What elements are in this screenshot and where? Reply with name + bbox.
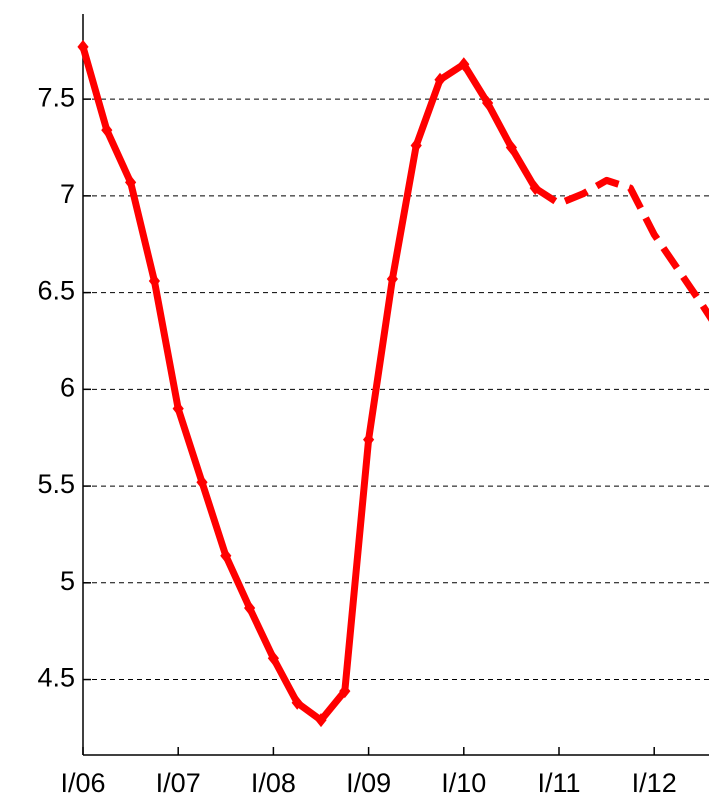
marker [148,273,160,288]
marker [410,138,422,153]
y-tick-label: 6.5 [37,276,75,306]
line [533,176,709,322]
marker [434,72,446,87]
marker [505,140,517,155]
x-tick-label: I/08 [251,768,296,798]
marker [363,432,375,447]
y-tick-label: 5 [60,566,75,596]
marker [458,57,470,72]
marker [220,548,232,563]
x-tick-label: I/12 [632,768,677,798]
marker [386,272,398,287]
x-tick-label: I/11 [537,768,580,798]
marker [125,175,137,190]
x-tick-label: I/10 [441,768,486,798]
marker [267,651,279,666]
marker [482,95,494,110]
y-tick-label: 6 [60,372,75,402]
marker [101,123,113,138]
plot [77,39,709,728]
marker [339,684,351,699]
marker [196,475,208,490]
y-tick-label: 7 [60,179,75,209]
marker [77,39,89,54]
marker [291,695,303,710]
line [79,45,539,724]
y-tick-label: 4.5 [37,663,75,693]
x-tick-label: I/07 [156,768,201,798]
marker [315,713,327,728]
marker [244,600,256,615]
y-tick-label: 5.5 [37,469,75,499]
x-tick-label: I/09 [346,768,391,798]
y-tick-label: 7.5 [37,82,75,112]
marker [172,401,184,416]
x-tick-label: I/06 [60,768,105,798]
